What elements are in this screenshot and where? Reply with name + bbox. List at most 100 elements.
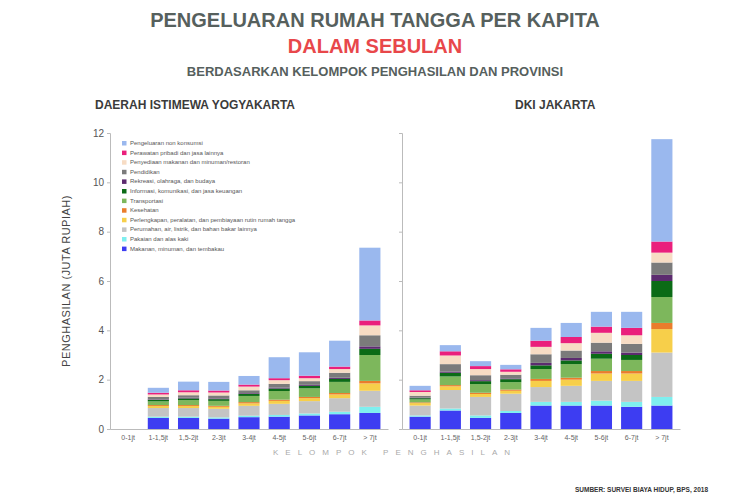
bar-segment	[359, 346, 380, 348]
tick-label: 12	[93, 128, 105, 139]
tick-mark	[399, 232, 402, 233]
legend-item: Kesehatan	[122, 207, 159, 213]
bar-segment	[148, 393, 169, 395]
bar-segment	[621, 353, 642, 355]
bar-segment	[148, 417, 169, 418]
bar-segment	[470, 384, 491, 393]
bar-segment	[440, 376, 461, 385]
tick-mark	[399, 182, 402, 183]
bar-segment	[651, 406, 672, 429]
y-axis-title: PENGHASILAN (JUTA RUPIAH)	[60, 195, 72, 367]
bar-segment	[269, 384, 290, 388]
bar-segment	[148, 406, 169, 408]
tick-mark	[107, 232, 110, 233]
x-tick: 3-4jt	[242, 434, 256, 442]
bar-segment	[530, 379, 551, 381]
bar-segment	[329, 341, 350, 367]
tick-mark	[107, 133, 110, 134]
bar-segment	[178, 417, 199, 418]
bar-segment	[500, 379, 521, 382]
axis-line	[399, 134, 403, 430]
bar-segment	[591, 359, 612, 371]
tick-label: 0-1jt	[121, 434, 135, 442]
tick-label: 0-1jt	[413, 434, 427, 442]
bar-segment	[238, 396, 259, 402]
bar-segment	[178, 398, 199, 400]
bar-segment	[500, 394, 521, 411]
tick-label: 5-6jt	[595, 434, 609, 442]
bar-segment	[359, 355, 380, 381]
bar-segment	[329, 412, 350, 414]
tick-label: 5-6jt	[303, 434, 317, 442]
legend-item: Pengeluaran non konsumsi	[122, 140, 203, 146]
bar-segment	[561, 402, 582, 406]
bar-segment	[591, 327, 612, 333]
panel-title: DKI JAKARTA	[515, 98, 596, 112]
x-tick: 5-6jt	[595, 434, 609, 442]
legend-swatch	[122, 218, 127, 223]
bar-segment	[359, 381, 380, 383]
bar-segment	[470, 381, 491, 384]
bar-segment	[561, 360, 582, 364]
bar-segment	[621, 344, 642, 353]
bar-segment	[651, 329, 672, 352]
legend-item: Rekreasi, olahraga, dan budaya	[122, 178, 216, 184]
bar-segment	[561, 380, 582, 386]
y-tick: 4	[98, 325, 110, 336]
x-tick: 1,5-2jt	[179, 434, 199, 442]
bar-segment	[440, 355, 461, 364]
bar-segment	[591, 371, 612, 373]
legend-item: Pendidikan	[122, 169, 160, 175]
bar-segment	[561, 343, 582, 350]
bar-segment	[530, 402, 551, 406]
bar-segment	[530, 347, 551, 354]
bar-segment	[470, 366, 491, 369]
bar-segment	[329, 394, 350, 398]
bar-segment	[238, 417, 259, 429]
bar-segment	[148, 394, 169, 396]
legend-swatch	[122, 208, 127, 213]
source: SUMBER: SURVEI BIAYA HIDUP, BPS, 2018	[575, 486, 708, 494]
x-axis: 0-1jt1-1,5jt1,5-2jt2-3jt3-4jt4-5jt5-6jt6…	[403, 430, 681, 442]
y-tick: 2	[98, 374, 110, 385]
bar-segment	[591, 312, 612, 327]
bar-segment	[530, 363, 551, 365]
bar-segment	[561, 386, 582, 402]
legend-item: Penyediaan makanan dan minuman/restoran	[122, 159, 250, 165]
bar-segment	[621, 381, 642, 402]
bar-segment	[561, 323, 582, 337]
bar-segment	[410, 399, 431, 402]
legend-swatch	[122, 227, 127, 232]
x-tick: 4-5jt	[564, 434, 578, 442]
bar-segment	[148, 397, 169, 399]
bar-segment	[651, 242, 672, 253]
bar-segment	[530, 328, 551, 341]
x-axis: 0-1jt1-1,5jt1,5-2jt2-3jt3-4jt4-5jt5-6jt6…	[111, 430, 389, 442]
bar-segment	[208, 407, 229, 409]
legend-label: Pakaian dan alas kaki	[130, 236, 188, 242]
bar-segment	[359, 325, 380, 335]
bar-segment	[208, 409, 229, 418]
x-tick: 4-5jt	[272, 434, 286, 442]
x-tick: > 7jt	[363, 434, 376, 442]
axis-line	[107, 134, 111, 430]
bar-segment	[299, 398, 320, 401]
bar-segment	[299, 378, 320, 381]
bar-segment	[269, 380, 290, 384]
y-tick	[399, 281, 402, 282]
x-tick: 1,5-2jt	[471, 434, 491, 442]
tick-label: 4-5jt	[564, 434, 578, 442]
tick-label: 10	[93, 177, 105, 188]
bar-segment	[561, 364, 582, 378]
bar-segment	[500, 390, 521, 391]
bar-segment	[470, 375, 491, 380]
bar-segment	[178, 400, 199, 405]
bar-segment	[440, 390, 461, 409]
bar-segment	[178, 408, 199, 417]
bar-segment	[359, 349, 380, 355]
legend-label: Transportasi	[130, 198, 163, 204]
bar-segment	[591, 354, 612, 359]
bar-segment	[359, 320, 380, 325]
bar-segment	[148, 400, 169, 401]
bar-segment	[651, 275, 672, 281]
